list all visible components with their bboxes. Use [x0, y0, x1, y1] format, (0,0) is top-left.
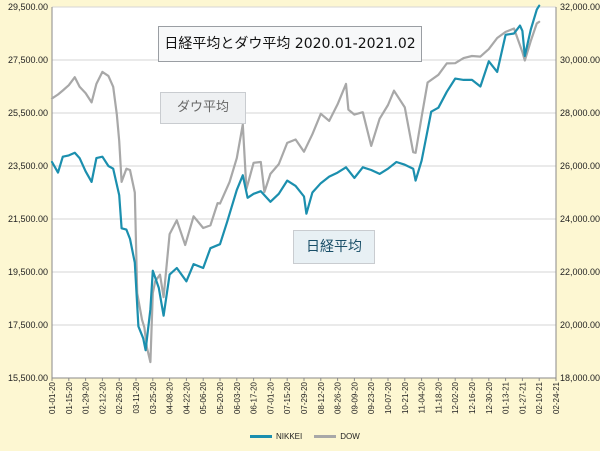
x-tick-label: 05-20-20 [216, 381, 225, 414]
x-tick-label: 01-27-21 [518, 381, 527, 414]
x-tick-label: 12-02-20 [451, 381, 460, 414]
y-right-tick-label: 28,000.00 [560, 108, 600, 118]
y-left-tick-label: 17,500.00 [8, 320, 48, 330]
x-tick-label: 02-26-20 [115, 381, 124, 414]
x-tick-label: 01-15-20 [65, 381, 74, 414]
y-right-tick-label: 18,000.00 [560, 373, 600, 383]
x-tick-label: 02-10-21 [535, 381, 544, 414]
dow-annotation: ダウ平均 [160, 92, 246, 124]
y-right-tick-label: 20,000.00 [560, 320, 600, 330]
x-tick-label: 04-22-20 [182, 381, 191, 414]
legend-label-dow: DOW [340, 431, 360, 441]
x-tick-label: 07-15-20 [283, 381, 292, 414]
y-right-tick-label: 32,000.00 [560, 2, 600, 12]
x-tick-label: 08-26-20 [334, 381, 343, 414]
legend-item-nikkei: NIKKEI [250, 432, 302, 441]
legend-item-dow: DOW [314, 432, 360, 441]
y-right-tick-label: 24,000.00 [560, 214, 600, 224]
series-line-dow [50, 20, 541, 364]
y-left-tick-label: 29,500.00 [8, 2, 48, 12]
x-tick-label: 04-08-20 [166, 381, 175, 414]
x-tick-label: 09-09-20 [350, 381, 359, 414]
x-tick-label: 01-29-20 [82, 381, 91, 414]
x-tick-label: 05-06-20 [199, 381, 208, 414]
y-right-tick-label: 30,000.00 [560, 55, 600, 65]
series-group [50, 4, 541, 364]
x-tick-label: 10-21-20 [401, 381, 410, 414]
x-tick-label: 03-25-20 [149, 381, 158, 414]
x-tick-label: 06-03-20 [233, 381, 242, 414]
y-right-tick-label: 26,000.00 [560, 161, 600, 171]
chart-title: 日経平均とダウ平均 2020.01-2021.02 [158, 26, 422, 62]
x-tick-label: 12-30-20 [485, 381, 494, 414]
x-tick-label: 08-12-20 [317, 381, 326, 414]
x-tick-label: 09-23-20 [367, 381, 376, 414]
y-axis-right: 18,000.00 20,000.00 22,000.00 24,000.00 26,0… [560, 2, 600, 383]
x-tick-label: 11-04-20 [418, 381, 427, 413]
y-left-tick-label: 21,500.00 [8, 214, 48, 224]
x-tick-label: 11-18-20 [434, 381, 443, 413]
legend: NIKKEI DOW [250, 429, 360, 443]
series-line-nikkei [50, 4, 541, 352]
x-tick-label: 01-01-20 [48, 381, 57, 414]
x-tick-label: 03-11-20 [132, 381, 141, 413]
nikkei-annotation: 日経平均 [293, 230, 375, 264]
y-axis-left: 15,500.00 17,500.00 19,500.00 21,500.00 23,5… [8, 2, 48, 383]
x-tick-label: 07-29-20 [300, 381, 309, 414]
legend-swatch-dow [314, 434, 337, 438]
x-tick-label: 07-01-20 [266, 381, 275, 414]
y-left-tick-label: 19,500.00 [8, 267, 48, 277]
legend-label-nikkei: NIKKEI [276, 431, 303, 441]
x-tick-label: 02-12-20 [98, 381, 107, 414]
x-tick-label: 10-07-20 [384, 381, 393, 414]
x-tick-label: 12-16-20 [468, 381, 477, 414]
plot-area [52, 7, 556, 378]
x-tick-label: 06-17-20 [250, 381, 259, 414]
x-tick-label: 02-24-21 [552, 381, 561, 414]
y-left-tick-label: 15,500.00 [8, 373, 48, 383]
x-tick-label: 01-13-21 [502, 381, 511, 414]
legend-swatch-nikkei [250, 434, 272, 438]
y-left-tick-label: 23,500.00 [8, 161, 48, 171]
y-left-tick-label: 27,500.00 [8, 55, 48, 65]
x-axis: 01-01-20 01-15-20 01-29-20 02-12-20 02-26-20… [48, 378, 561, 414]
y-left-tick-label: 25,500.00 [8, 108, 48, 118]
y-right-tick-label: 22,000.00 [560, 267, 600, 277]
